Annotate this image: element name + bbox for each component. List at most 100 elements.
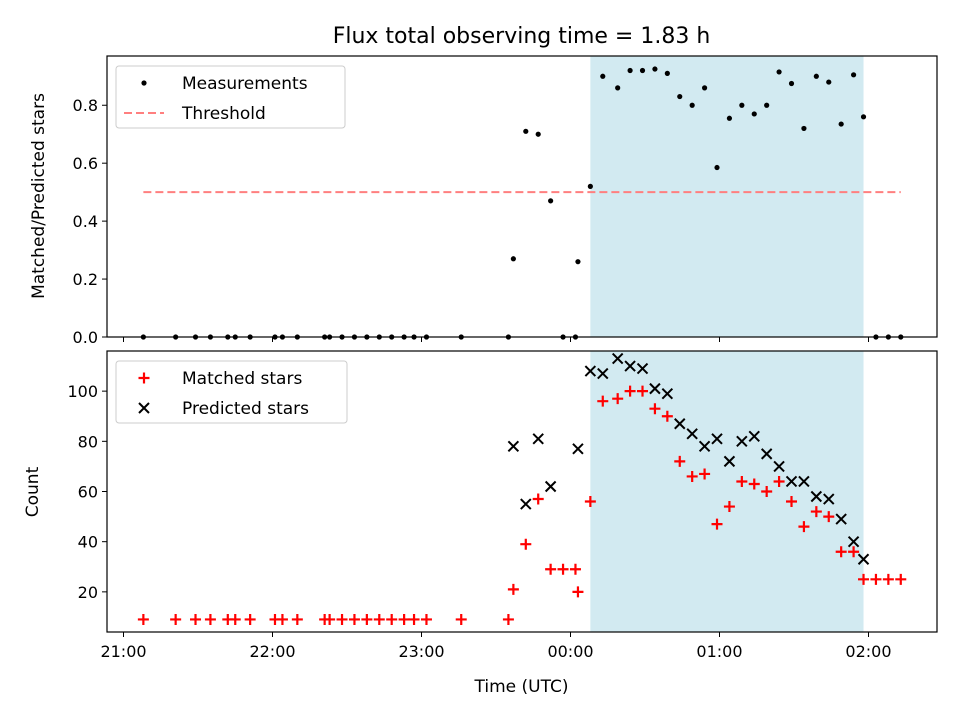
predicted-point — [532, 433, 544, 445]
matched-point — [711, 518, 723, 530]
predicted-point — [686, 428, 698, 440]
x-axis-label: Time (UTC) — [474, 677, 569, 697]
matched-point — [858, 573, 870, 585]
predicted-point — [798, 475, 810, 488]
x-tick-label: 21:00 — [100, 642, 146, 661]
measurement-point — [600, 73, 606, 79]
matched-point — [398, 613, 410, 625]
bottom-y-tick-label: 80 — [78, 432, 98, 451]
predicted-point — [857, 553, 870, 565]
matched-point — [502, 613, 514, 625]
matched-point — [597, 395, 609, 407]
predicted-point — [674, 418, 686, 430]
measurement-point — [813, 73, 819, 79]
matched-point — [686, 470, 698, 482]
measurement-point — [587, 183, 593, 189]
top-y-tick-label: 0.4 — [73, 212, 98, 231]
top-y-tick-label: 0.2 — [73, 270, 98, 289]
matched-point — [810, 506, 822, 518]
measurement-point — [701, 85, 708, 91]
predicted-point — [823, 493, 835, 505]
matched-point — [572, 586, 584, 598]
bottom-legend: Matched stars Predicted stars — [115, 360, 348, 424]
matched-point — [455, 613, 467, 625]
x-tick-label: 02:00 — [845, 642, 891, 661]
measurement-point — [764, 102, 770, 108]
matched-point — [773, 475, 785, 487]
matched-point — [699, 468, 711, 480]
matched-point — [736, 475, 748, 487]
matched-point — [882, 573, 894, 585]
predicted-point — [572, 443, 584, 455]
predicted-point — [611, 352, 624, 365]
matched-point — [557, 563, 569, 575]
top-y-axis-label: Matched/Predicted stars — [29, 93, 49, 299]
top-legend: Measurements Threshold — [115, 65, 346, 129]
matched-point — [545, 563, 557, 575]
matched-point — [420, 613, 432, 625]
bottom-series-predicted-stars — [507, 352, 870, 565]
chart-title: Flux total observing time = 1.83 h — [333, 24, 711, 49]
matched-point — [276, 613, 288, 625]
predicted-point — [760, 448, 773, 460]
predicted-point — [711, 433, 723, 445]
legend-entry-label: Matched stars — [182, 369, 302, 389]
matched-point — [612, 393, 624, 405]
predicted-point — [636, 362, 649, 375]
measurement-point — [652, 66, 658, 72]
matched-point — [291, 613, 303, 625]
matched-point — [348, 613, 360, 625]
x-tick-label: 23:00 — [398, 642, 444, 661]
predicted-point — [847, 535, 860, 548]
predicted-point — [520, 498, 532, 510]
matched-point — [823, 511, 835, 523]
matched-point — [373, 613, 385, 625]
matched-point — [386, 613, 398, 625]
bottom-y-tick-label: 40 — [78, 533, 98, 552]
top-y-tick-label: 0.8 — [73, 96, 98, 115]
matched-point — [190, 613, 202, 625]
measurement-point — [575, 259, 581, 265]
predicted-point — [507, 440, 520, 453]
predicted-point — [661, 387, 674, 400]
bottom-y-tick-label: 60 — [78, 483, 98, 502]
bottom-y-tick-label: 100 — [67, 382, 98, 401]
predicted-point — [810, 490, 823, 503]
matched-point — [520, 538, 532, 550]
matched-point — [748, 478, 760, 490]
matched-point — [848, 546, 860, 558]
measurement-point — [535, 131, 541, 137]
bottom-series-matched-stars — [137, 385, 907, 625]
predicted-point — [773, 460, 785, 473]
measurement-point — [523, 128, 529, 134]
matched-point — [244, 613, 256, 625]
matched-point — [786, 496, 798, 508]
predicted-point — [835, 513, 847, 525]
matched-point — [798, 521, 810, 533]
x-tick-label: 01:00 — [696, 642, 742, 661]
matched-point — [361, 613, 373, 625]
matched-point — [761, 486, 773, 497]
matched-point — [637, 385, 649, 397]
legend-marker-plus — [138, 372, 150, 384]
measurement-point — [639, 67, 646, 74]
measurement-point — [739, 102, 745, 108]
matched-point — [674, 455, 686, 467]
predicted-point — [544, 480, 557, 493]
measurement-point — [714, 164, 720, 171]
legend-entry-label: Measurements — [182, 74, 308, 94]
matched-point — [336, 613, 348, 625]
legend-marker-dot — [141, 80, 147, 86]
measurement-point — [751, 111, 757, 117]
matched-point — [649, 403, 661, 415]
predicted-point — [736, 435, 748, 448]
legend-box — [115, 360, 348, 424]
legend-entry-label: Predicted stars — [182, 399, 309, 419]
measurement-point — [548, 198, 554, 204]
measurement-point — [510, 256, 516, 262]
matched-point — [835, 546, 847, 558]
measurement-point — [627, 67, 633, 74]
measurement-point — [677, 93, 683, 100]
predicted-point — [723, 455, 736, 468]
